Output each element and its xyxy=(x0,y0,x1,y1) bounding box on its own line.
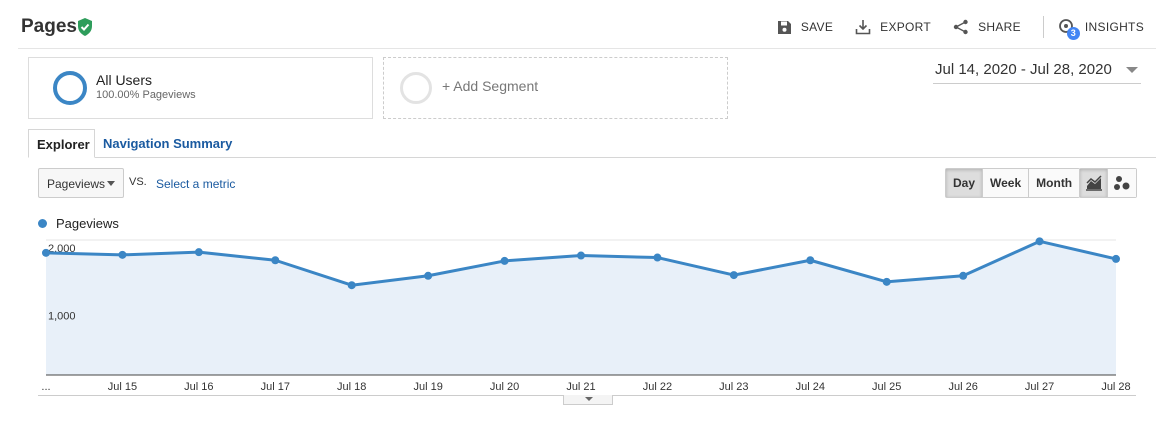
save-button[interactable]: SAVE xyxy=(777,20,833,35)
insights-icon: 3 xyxy=(1058,18,1080,40)
actions-divider xyxy=(1042,16,1044,38)
segment-detail: 100.00% Pageviews xyxy=(96,89,196,101)
x-tick-label: Jul 25 xyxy=(872,381,901,393)
motion-chart-view-button[interactable] xyxy=(1108,169,1136,197)
legend-label: Pageviews xyxy=(56,216,119,231)
x-tick-label: Jul 23 xyxy=(719,381,748,393)
data-point xyxy=(347,281,356,290)
series-color-dot xyxy=(38,219,47,228)
x-tick-label: Jul 24 xyxy=(796,381,825,393)
period-toggle: Day Week Month xyxy=(945,168,1081,198)
select-metric-link[interactable]: Select a metric xyxy=(156,177,236,191)
x-tick-label: Jul 19 xyxy=(413,381,442,393)
line-chart-view-button[interactable] xyxy=(1080,169,1108,197)
add-segment-button[interactable]: + Add Segment xyxy=(383,57,728,119)
data-point xyxy=(118,250,127,259)
report-actions: SAVE EXPORT SHARE xyxy=(755,16,1144,40)
x-tick-label: Jul 17 xyxy=(261,381,290,393)
export-icon xyxy=(855,20,871,35)
chart-legend: Pageviews xyxy=(38,216,119,231)
x-tick-label: Jul 21 xyxy=(566,381,595,393)
metric-select-value: Pageviews xyxy=(47,177,106,191)
save-label: SAVE xyxy=(800,20,834,34)
share-label: SHARE xyxy=(978,20,1021,34)
segment-name: All Users xyxy=(96,72,153,88)
data-point xyxy=(1112,254,1120,263)
x-tick-label: Jul 20 xyxy=(490,381,519,393)
data-point xyxy=(271,256,280,265)
x-tick-label: Jul 27 xyxy=(1025,381,1054,393)
date-range-picker[interactable]: Jul 14, 2020 - Jul 28, 2020 xyxy=(933,59,1141,84)
chevron-down-icon xyxy=(107,181,115,186)
share-icon xyxy=(953,19,968,35)
data-point xyxy=(806,256,815,265)
data-point xyxy=(424,271,433,280)
segment-all-users[interactable]: All Users 100.00% Pageviews xyxy=(28,57,373,119)
chevron-down-icon xyxy=(585,397,593,401)
empty-segment-ring-icon xyxy=(400,72,432,104)
save-icon xyxy=(777,20,791,34)
line-chart-icon xyxy=(1085,175,1102,191)
verified-shield-icon xyxy=(78,18,92,36)
vs-label: VS. xyxy=(129,176,147,188)
export-label: EXPORT xyxy=(880,20,932,34)
add-segment-label: + Add Segment xyxy=(442,78,539,94)
x-tick-label: Jul 15 xyxy=(108,381,137,393)
data-point xyxy=(500,256,509,265)
chart-view-toggle xyxy=(1079,168,1137,198)
data-point xyxy=(577,251,585,260)
data-point xyxy=(194,248,203,257)
month-button[interactable]: Month xyxy=(1029,169,1080,197)
header-divider xyxy=(18,48,1156,49)
date-range-text: Jul 14, 2020 - Jul 28, 2020 xyxy=(935,61,1112,78)
page-title: Pages xyxy=(21,16,77,37)
data-point xyxy=(959,271,968,280)
data-point xyxy=(42,248,50,257)
export-button[interactable]: EXPORT xyxy=(855,19,931,35)
data-point xyxy=(1035,237,1044,246)
insights-label: INSIGHTS xyxy=(1084,20,1144,34)
x-tick-label: Jul 18 xyxy=(337,381,366,393)
tab-navigation-summary[interactable]: Navigation Summary xyxy=(103,136,233,151)
data-point xyxy=(882,277,891,286)
share-button[interactable]: SHARE xyxy=(953,19,1021,35)
report-header: Pages SAVE EXPORT xyxy=(0,0,1174,50)
day-button[interactable]: Day xyxy=(946,169,984,197)
data-point xyxy=(729,271,738,280)
motion-chart-icon xyxy=(1114,176,1130,190)
insights-count-badge: 3 xyxy=(1066,27,1080,40)
series-area xyxy=(46,241,1116,375)
tab-explorer[interactable]: Explorer xyxy=(28,129,95,158)
x-tick-label: Jul 28 xyxy=(1101,381,1130,393)
insights-button[interactable]: 3 INSIGHTS xyxy=(1058,18,1144,40)
y-tick-label: 1,000 xyxy=(48,311,76,323)
week-button[interactable]: Week xyxy=(983,169,1030,197)
chevron-down-icon xyxy=(1126,67,1138,73)
tabs-divider xyxy=(28,157,1156,158)
x-tick-label: Jul 26 xyxy=(948,381,977,393)
data-point xyxy=(653,253,662,262)
x-tick-label: Jul 16 xyxy=(184,381,213,393)
x-tick-label: ... xyxy=(41,381,50,393)
collapse-chart-button[interactable] xyxy=(563,395,613,405)
segment-ring-icon xyxy=(53,71,87,105)
metric-select[interactable]: Pageviews xyxy=(38,168,124,198)
x-tick-label: Jul 22 xyxy=(643,381,672,393)
